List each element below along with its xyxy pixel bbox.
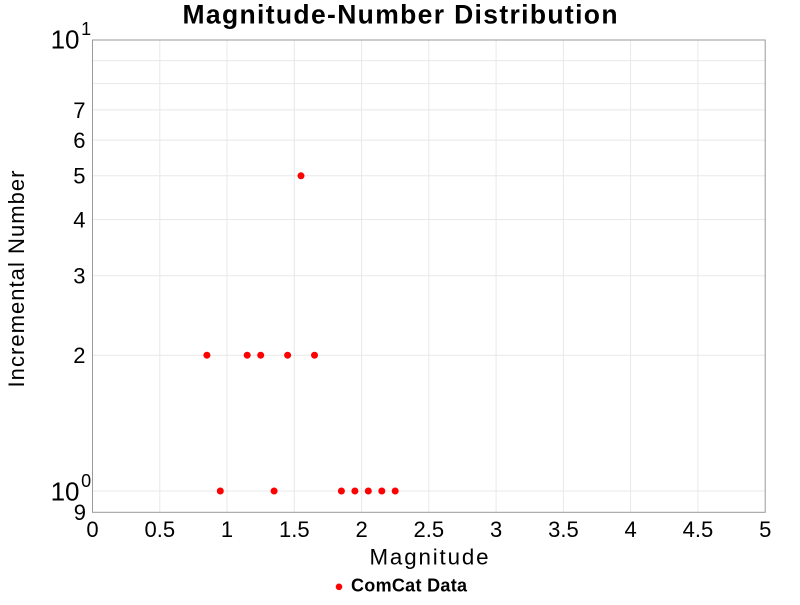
svg-text:5: 5 <box>73 164 85 189</box>
svg-text:Magnitude: Magnitude <box>370 545 489 570</box>
svg-text:2: 2 <box>355 517 367 542</box>
svg-text:9: 9 <box>74 500 86 525</box>
svg-text:2.5: 2.5 <box>414 517 445 542</box>
svg-text:2: 2 <box>73 343 85 368</box>
svg-text:1: 1 <box>81 19 91 39</box>
svg-text:3.5: 3.5 <box>548 517 579 542</box>
svg-text:10: 10 <box>51 477 80 507</box>
svg-text:Incremental Number: Incremental Number <box>4 171 29 388</box>
svg-text:4: 4 <box>624 517 636 542</box>
svg-text:ComCat Data: ComCat Data <box>351 576 468 596</box>
svg-text:4: 4 <box>73 207 85 232</box>
svg-text:0.5: 0.5 <box>145 517 176 542</box>
svg-text:0: 0 <box>81 471 91 491</box>
svg-text:Magnitude-Number Distribution: Magnitude-Number Distribution <box>183 0 618 29</box>
svg-text:1.5: 1.5 <box>279 517 310 542</box>
svg-text:1: 1 <box>221 517 233 542</box>
svg-text:4.5: 4.5 <box>683 517 714 542</box>
svg-text:7: 7 <box>73 98 85 123</box>
svg-text:10: 10 <box>51 25 80 55</box>
svg-text:0: 0 <box>86 517 98 542</box>
svg-text:5: 5 <box>759 517 771 542</box>
svg-text:6: 6 <box>73 128 85 153</box>
svg-text:3: 3 <box>490 517 502 542</box>
svg-text:3: 3 <box>73 264 85 289</box>
